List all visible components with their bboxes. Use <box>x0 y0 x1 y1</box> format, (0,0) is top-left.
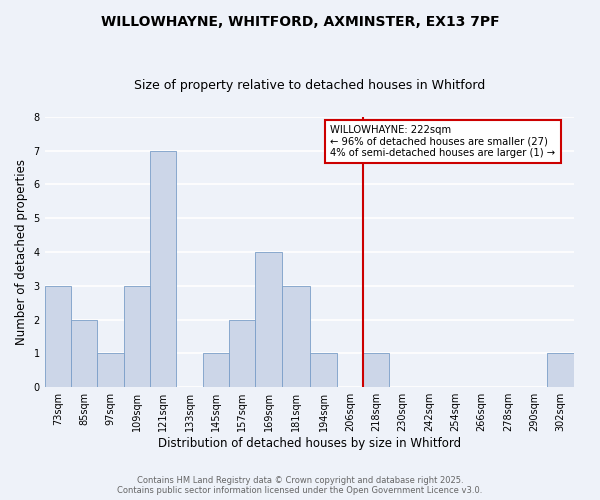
Bar <box>150 150 176 387</box>
Bar <box>310 354 337 387</box>
Title: Size of property relative to detached houses in Whitford: Size of property relative to detached ho… <box>134 79 485 92</box>
Bar <box>363 354 389 387</box>
Text: Contains HM Land Registry data © Crown copyright and database right 2025.
Contai: Contains HM Land Registry data © Crown c… <box>118 476 482 495</box>
Bar <box>282 286 310 387</box>
Y-axis label: Number of detached properties: Number of detached properties <box>15 159 28 345</box>
Bar <box>124 286 150 387</box>
Bar <box>547 354 574 387</box>
Text: WILLOWHAYNE, WHITFORD, AXMINSTER, EX13 7PF: WILLOWHAYNE, WHITFORD, AXMINSTER, EX13 7… <box>101 15 499 29</box>
Bar <box>97 354 124 387</box>
Bar <box>229 320 256 387</box>
Bar <box>203 354 229 387</box>
Bar <box>44 286 71 387</box>
Text: WILLOWHAYNE: 222sqm
← 96% of detached houses are smaller (27)
4% of semi-detache: WILLOWHAYNE: 222sqm ← 96% of detached ho… <box>331 125 556 158</box>
X-axis label: Distribution of detached houses by size in Whitford: Distribution of detached houses by size … <box>158 437 461 450</box>
Bar <box>256 252 282 387</box>
Bar <box>71 320 97 387</box>
